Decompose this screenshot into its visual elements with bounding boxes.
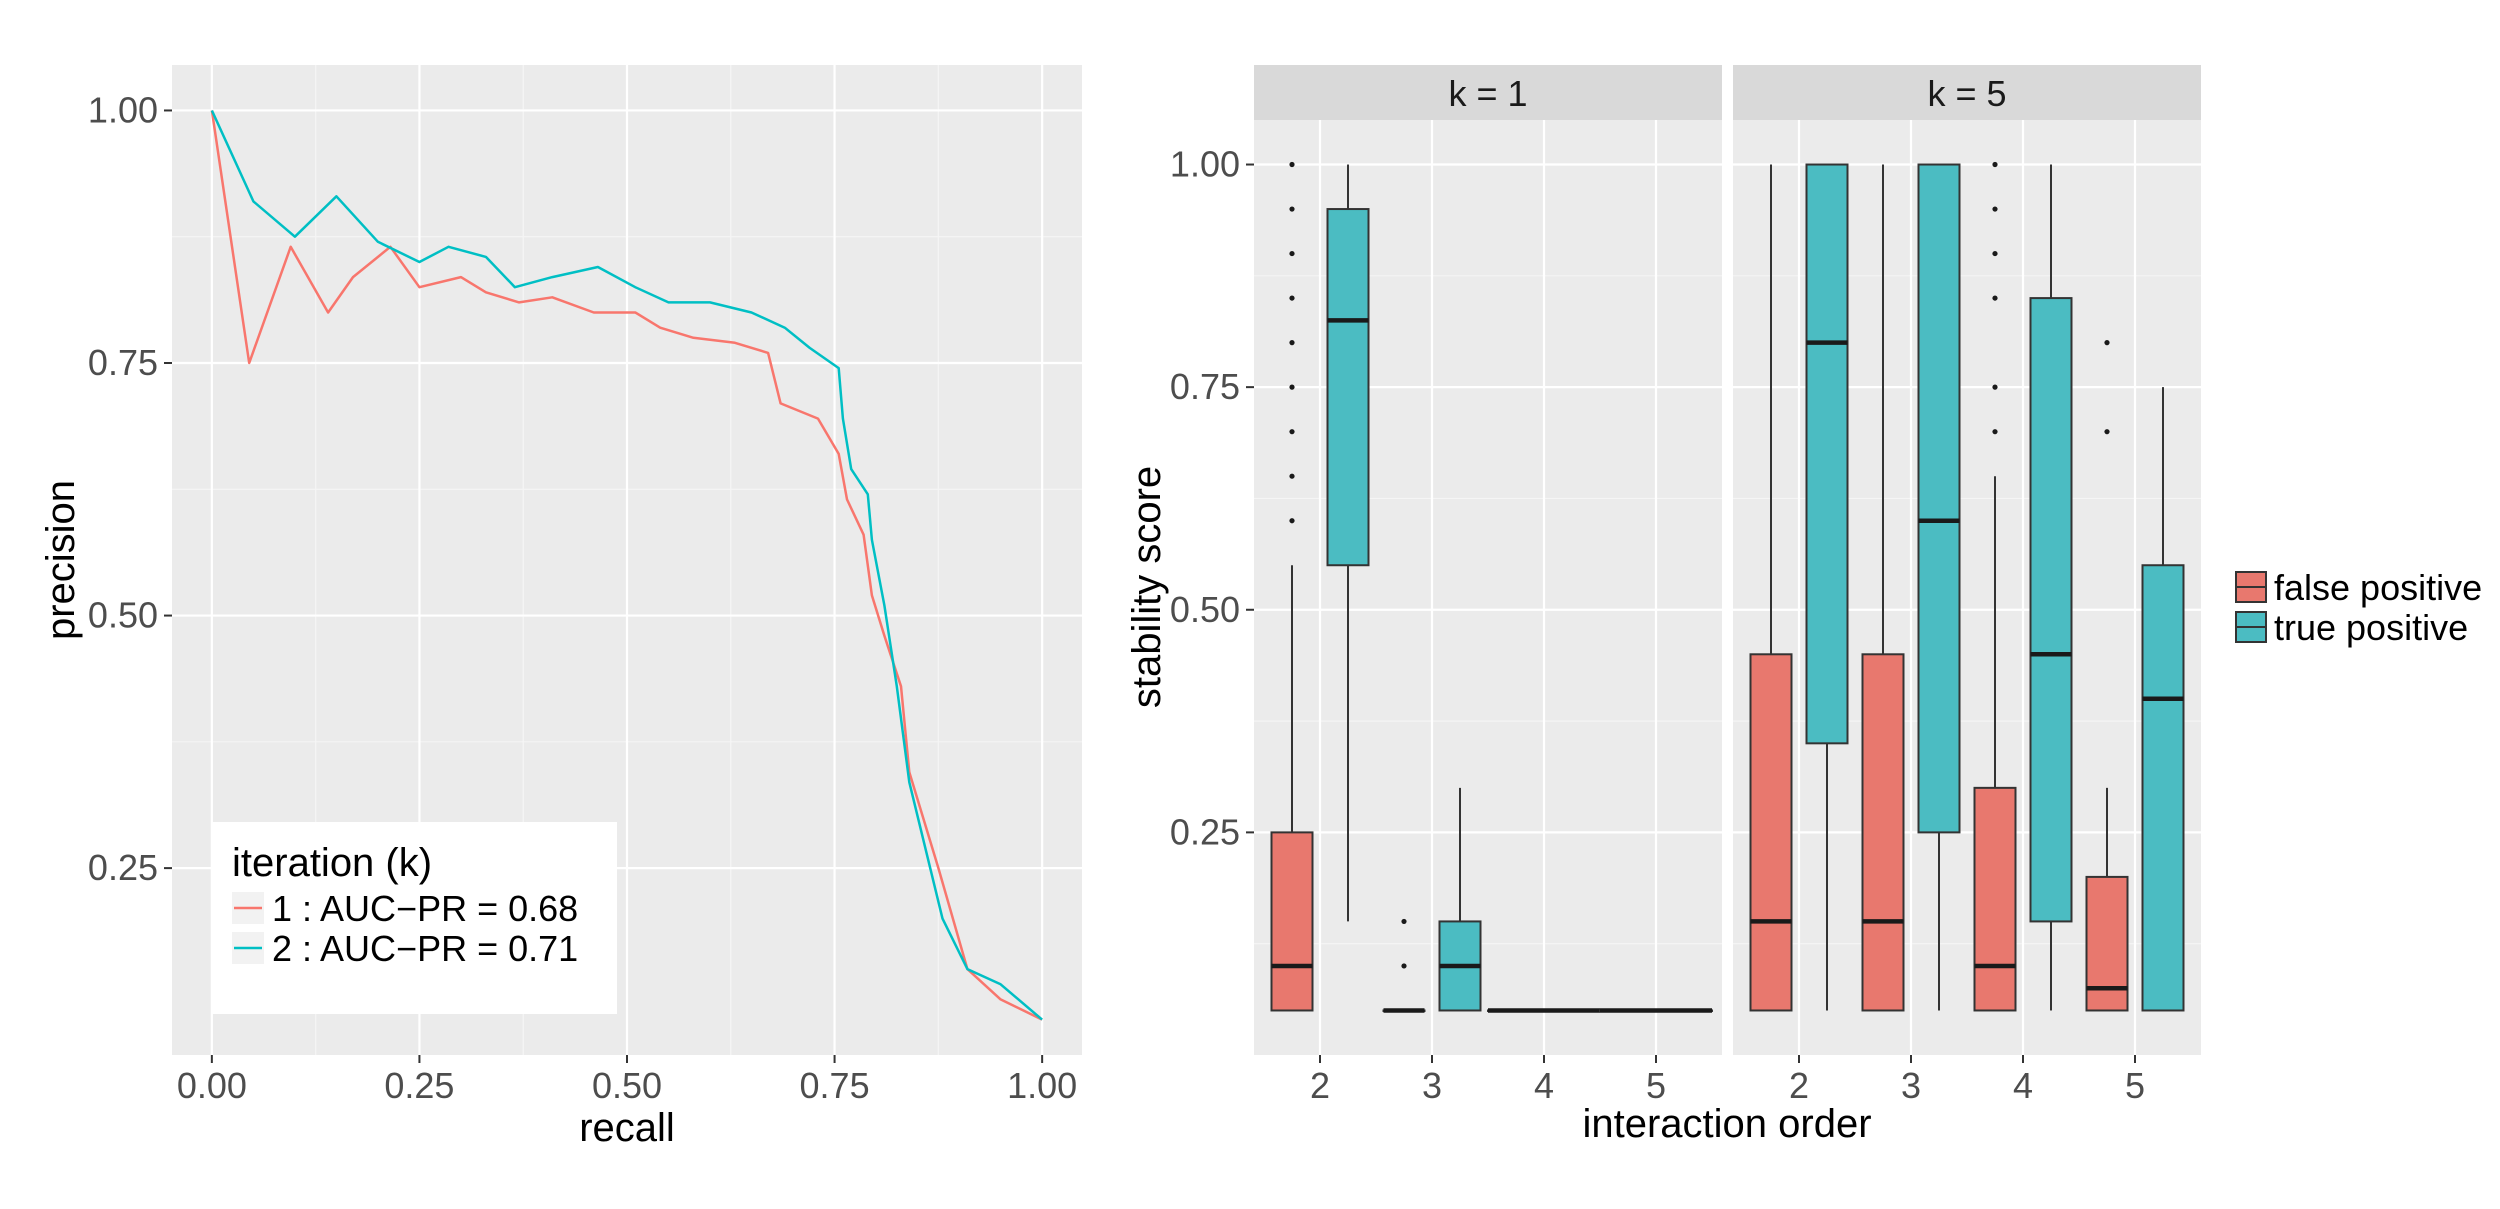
box-x-tick-label: 4 [1534,1065,1554,1106]
box-false-positive-k5-order-2 [1749,653,1793,1012]
box-y-axis-title: stability score [1125,466,1169,708]
pr-y-tick-label: 0.50 [88,595,158,636]
box-legend-label-true-positive: true positive [2274,607,2468,648]
box-y-tick-label: 0.75 [1170,366,1240,407]
facet-strip-k1 [1254,65,1722,120]
box-y-tick-label: 1.00 [1170,144,1240,185]
pr-x-axis-title: recall [579,1106,675,1150]
precision-recall-chart: 0.25 0.50 0.75 1.00 0.00 0.25 0.50 0.75 1.00 re… [39,65,1082,1150]
box-x-tick-label: 5 [2125,1065,2145,1106]
box-x-tick-label: 5 [1646,1065,1666,1106]
box-true-positive-k1-order-2 [1326,208,1370,567]
box-false-positive-k5-order-4 [1973,786,2017,1012]
facet-panel-k5 [1733,120,2201,1055]
box-false-positive-k1-order-2 [1270,831,1314,1012]
stability-boxplot-chart: k = 1 k = 5 0.25 0.50 0.75 1.00 2 3 4 5 2 3 4 5 in… [1125,65,2482,1146]
pr-y-axis-title: precision [39,480,83,640]
facet-label-k1: k = 1 [1448,73,1527,114]
pr-y-tick-label: 0.75 [88,342,158,383]
facet-panel-k1 [1254,120,1722,1055]
box-false-positive-k1-order-3-outlier [1401,918,1407,925]
pr-series-line-2 [210,109,1043,1021]
box-false-positive-k5-order-4-outlier [1992,429,1998,435]
pr-y-tick-label: 0.25 [88,847,158,888]
box-false-positive-k1-order-3-outlier [1401,963,1407,969]
facet-label-k5: k = 5 [1927,73,2006,114]
box-false-positive-k5-order-4-outlier [1992,206,1998,212]
pr-legend-title: iteration (k) [232,841,432,885]
pr-x-tick-label: 0.75 [800,1065,870,1106]
box-false-positive-k1-order-2-outlier [1289,161,1295,168]
pr-legend-label-2: 2 : AUC−PR = 0.71 [272,928,578,969]
box-y-tick-label: 0.50 [1170,589,1240,630]
box-x-tick-label: 4 [2013,1065,2033,1106]
pr-y-tick-labels: 0.25 0.50 0.75 1.00 [88,89,172,888]
box-true-positive-k5-order-3 [1917,163,1961,834]
facet-boxes-k1 [1270,161,1713,1013]
box-false-positive-k5-order-5-outlier [2104,340,2110,346]
box-false-positive-k5-order-4-outlier [1992,295,1998,301]
box-x-axis-title: interaction order [1582,1102,1871,1146]
pr-legend-background [212,822,617,1014]
facet-boxes-k5 [1749,161,2185,1012]
facet-k5: k = 5 [1733,65,2201,1055]
pr-series-line-1 [210,110,1043,1021]
box-false-positive-k5-order-5-outlier [2104,429,2110,435]
box-true-positive-k5-order-4 [2029,297,2073,923]
box-legend: false positive true positive [2235,567,2482,648]
box-y-tick-labels: 0.25 0.50 0.75 1.00 [1170,144,1254,852]
box-false-positive-k1-order-2-outlier [1289,473,1295,479]
box-x-tick-labels: 2 3 4 5 2 3 4 5 [1310,1055,2145,1106]
pr-x-tick-label: 1.00 [1007,1065,1077,1106]
pr-x-tick-label: 0.00 [177,1065,247,1106]
box-false-positive-k1-order-2-outlier [1289,250,1295,257]
box-legend-label-false-positive: false positive [2274,567,2482,608]
facet-grid-k1 [1254,120,1722,1055]
box-false-positive-k1-order-2-outlier [1289,518,1295,524]
pr-x-tick-label: 0.25 [384,1065,454,1106]
box-false-positive-k1-order-2-outlier [1289,295,1295,301]
box-false-positive-k5-order-3 [1861,653,1905,1012]
box-true-positive-k5-order-2 [1805,163,1849,745]
facet-k1: k = 1 [1254,65,1722,1055]
pr-y-tick-label: 1.00 [88,89,158,130]
box-false-positive-k1-order-2-outlier [1289,429,1295,435]
box-x-tick-label: 2 [1310,1065,1330,1106]
pr-series-lines [210,109,1043,1021]
pr-x-tick-label: 0.50 [592,1065,662,1106]
box-false-positive-k5-order-4-outlier [1992,250,1998,257]
pr-x-tick-labels: 0.00 0.25 0.50 0.75 1.00 [177,1055,1077,1106]
box-false-positive-k1-order-2-outlier [1289,384,1295,390]
box-false-positive-k5-order-4-outlier [1992,161,1998,168]
pr-legend-label-1: 1 : AUC−PR = 0.68 [272,888,578,929]
box-false-positive-k5-order-4-outlier [1992,384,1998,390]
box-x-tick-label: 2 [1789,1065,1809,1106]
box-true-positive-k5-order-5 [2141,564,2185,1012]
facet-strip-k5 [1733,65,2201,120]
box-x-tick-label: 3 [1901,1065,1921,1106]
box-false-positive-k1-order-2-outlier [1289,206,1295,212]
box-x-tick-label: 3 [1422,1065,1442,1106]
pr-legend: iteration (k) 1 : AUC−PR = 0.68 2 : AUC−… [212,822,617,1014]
box-false-positive-k1-order-2-outlier [1289,340,1295,346]
box-y-tick-label: 0.25 [1170,811,1240,852]
